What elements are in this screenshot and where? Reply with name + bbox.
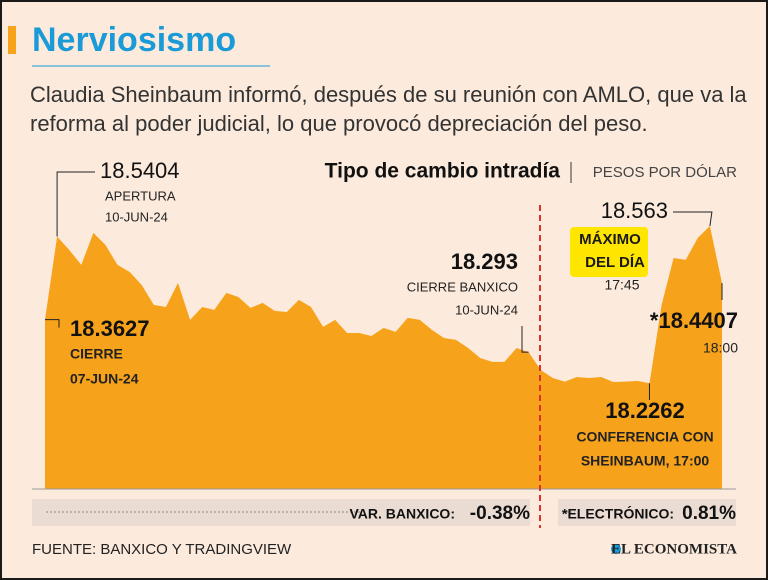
- value-label: 18.5404: [100, 158, 180, 183]
- note: APERTURA: [105, 188, 176, 203]
- note: DEL DÍA: [585, 254, 645, 271]
- unit: PESOS POR DÓLAR: [593, 164, 737, 181]
- note: 18:00: [703, 340, 738, 356]
- brand: EL ECONOMISTA: [611, 541, 737, 557]
- leader-line: [45, 319, 60, 328]
- note: CONFERENCIA CON: [576, 429, 713, 445]
- chart-title: Tipo de cambio intradía: [325, 160, 561, 183]
- highlight: [570, 227, 648, 277]
- note: 17:45: [604, 277, 639, 293]
- title-marker: [8, 26, 16, 54]
- title: Nerviosismo: [32, 21, 236, 59]
- note: 10-JUN-24: [455, 302, 518, 317]
- value-label: 18.3627: [70, 316, 150, 341]
- note: 07-JUN-24: [70, 371, 139, 387]
- stat-value: 0.81%: [682, 503, 736, 524]
- note: 10-JUN-24: [105, 209, 168, 224]
- stat-label: *ELECTRÓNICO:: [562, 505, 674, 522]
- source: FUENTE: BANXICO Y TRADINGVIEW: [32, 541, 292, 558]
- value-label: 18.563: [601, 198, 668, 223]
- value-label: 18.2262: [605, 398, 685, 423]
- leader-line: [521, 326, 529, 353]
- stat-band: [558, 499, 736, 526]
- leader-line: [56, 171, 95, 237]
- stat-value: -0.38%: [470, 503, 530, 524]
- note: SHEINBAUM, 17:00: [581, 453, 710, 469]
- value-label: 18.293: [451, 249, 518, 274]
- note: CIERRE BANXICO: [407, 279, 518, 294]
- value-label: *18.4407: [650, 308, 738, 333]
- plot: 18.3627 CIERRE 07-JUN-24 18.5404 APERTURA 10-…: [32, 158, 738, 528]
- subtitle: Claudia Sheinbaum informó, después de su…: [30, 82, 747, 136]
- stat-label: VAR. BANXICO:: [349, 506, 455, 522]
- note: CIERRE: [70, 346, 123, 362]
- leader-line: [673, 211, 713, 227]
- note: MÁXIMO: [579, 231, 641, 248]
- subtitle-box: Claudia Sheinbaum informó, después de su…: [30, 82, 747, 136]
- area: [45, 226, 722, 489]
- brand-logo: [611, 544, 621, 554]
